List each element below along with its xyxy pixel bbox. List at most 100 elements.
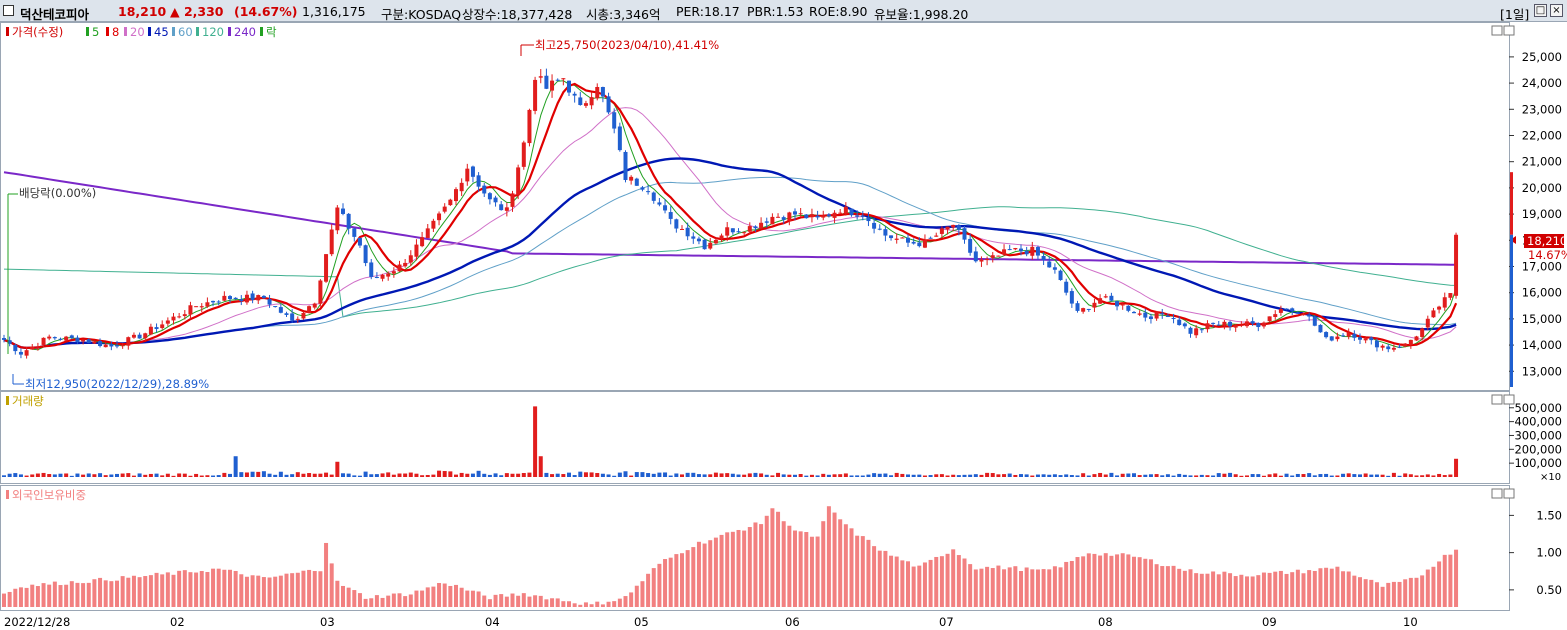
volume-bar (1137, 475, 1142, 477)
volume-panel-close-icon[interactable] (1503, 394, 1515, 405)
foreign-bar (510, 593, 515, 607)
x-label-oct: 10 (1403, 615, 1418, 629)
candle-body (973, 251, 978, 262)
candle-body (69, 335, 74, 338)
volume-bar (583, 472, 588, 477)
select-checkbox[interactable] (3, 5, 14, 16)
price-tag: 18,210 14.67% (1510, 234, 1567, 262)
stock-name[interactable]: 덕산테코피아 (20, 7, 90, 22)
foreign-bar (843, 524, 848, 607)
foreign-panel-close-icon[interactable] (1503, 488, 1515, 499)
foreign-bar (341, 585, 345, 607)
candle-body (267, 298, 272, 305)
panel-close-icon[interactable] (1503, 25, 1515, 36)
candle-body (634, 178, 639, 186)
volume-bar (589, 472, 594, 477)
candle-body (883, 229, 888, 236)
foreign-bar (516, 595, 521, 607)
volume-bar (917, 474, 922, 477)
candle-body (148, 326, 153, 335)
volume-bar (939, 474, 944, 477)
foreign-panel-maximize-icon[interactable] (1491, 488, 1503, 499)
candle-body (900, 237, 905, 239)
foreign-bar (109, 581, 114, 607)
volume-bar (753, 472, 758, 477)
volume-panel-maximize-icon[interactable] (1491, 394, 1503, 405)
volume-bar (968, 474, 973, 477)
volume-bar (1211, 475, 1216, 477)
volume-bar (64, 473, 69, 477)
volume-bar (154, 473, 159, 477)
volume-bar (408, 472, 413, 477)
volume-bar (312, 473, 317, 477)
volume-bar (1081, 473, 1086, 477)
period-selector[interactable]: [1일] (1500, 7, 1530, 22)
volume-bar (1222, 473, 1227, 477)
foreign-bar (324, 542, 329, 607)
edge-down-bar (1510, 234, 1513, 387)
volume-bar (256, 471, 261, 477)
candle-body (951, 224, 956, 228)
candle-body (646, 191, 651, 193)
volume-bar (1403, 473, 1408, 477)
foreign-bar (1312, 570, 1317, 607)
volume-bar (1341, 473, 1346, 477)
candle-body (1386, 346, 1391, 350)
foreign-bar (1194, 573, 1199, 607)
foreign-bar (1307, 570, 1312, 607)
foreign-bar (702, 543, 707, 607)
candle-body (363, 245, 368, 264)
candle-body (544, 75, 549, 89)
volume-bar (1284, 473, 1289, 477)
candle-body (58, 338, 63, 340)
candle-body (1120, 304, 1125, 306)
foreign-bar (250, 575, 255, 607)
volume-bar (1205, 475, 1210, 477)
volume-bar (1437, 473, 1442, 477)
volume-bar (69, 475, 74, 477)
foreign-legend-swatch (6, 490, 9, 499)
foreign-bar (329, 563, 334, 607)
maximize-icon[interactable]: □ (1534, 4, 1547, 17)
candle-body (979, 259, 984, 262)
foreign-bar (1109, 555, 1114, 607)
volume-bar (1177, 473, 1182, 477)
low-annotation: 최저12,950(2022/12/29),28.89% (12, 374, 209, 391)
per-value: PER:18.17 (676, 4, 740, 19)
close-icon[interactable]: × (1550, 4, 1563, 17)
foreign-bar (448, 585, 453, 607)
price-chart[interactable]: 13,00014,00015,00016,00017,00018,00019,0… (0, 22, 1567, 392)
volume-bar (177, 473, 182, 477)
volume-bar (476, 470, 481, 477)
volume-bar (1052, 474, 1057, 477)
candle-body (612, 112, 617, 129)
foreign-bar (239, 574, 244, 607)
foreign-ownership-chart[interactable]: 0.50 1.00 1.50 외국인보유비중 (0, 485, 1567, 612)
candle-body (188, 305, 193, 315)
volume-bar (821, 473, 826, 477)
panel-maximize-icon[interactable] (1491, 25, 1503, 36)
candle-body (922, 239, 927, 248)
foreign-bar (171, 574, 176, 607)
candle-body (911, 241, 916, 244)
volume-bar (1013, 474, 1018, 477)
candle-body (295, 318, 300, 320)
volume-unit: ×10 (1540, 472, 1561, 483)
candle-body (1329, 336, 1334, 341)
foreign-bar (1256, 575, 1261, 607)
volume-bar (1058, 475, 1063, 477)
candle-body (764, 221, 769, 223)
candle-body (482, 185, 487, 194)
volume-tick-label: 100,000 (1514, 456, 1562, 470)
pbr-value: PBR:1.53 (747, 4, 804, 19)
candle-body (1397, 346, 1402, 348)
candle-body (747, 226, 752, 232)
foreign-bar (1081, 556, 1086, 607)
candle-body (691, 236, 696, 239)
volume-bar (1194, 475, 1199, 477)
volume-bar (199, 475, 204, 477)
legend-ma20: 20 (130, 25, 145, 39)
candle-body (476, 175, 481, 187)
candle-body (538, 76, 543, 78)
